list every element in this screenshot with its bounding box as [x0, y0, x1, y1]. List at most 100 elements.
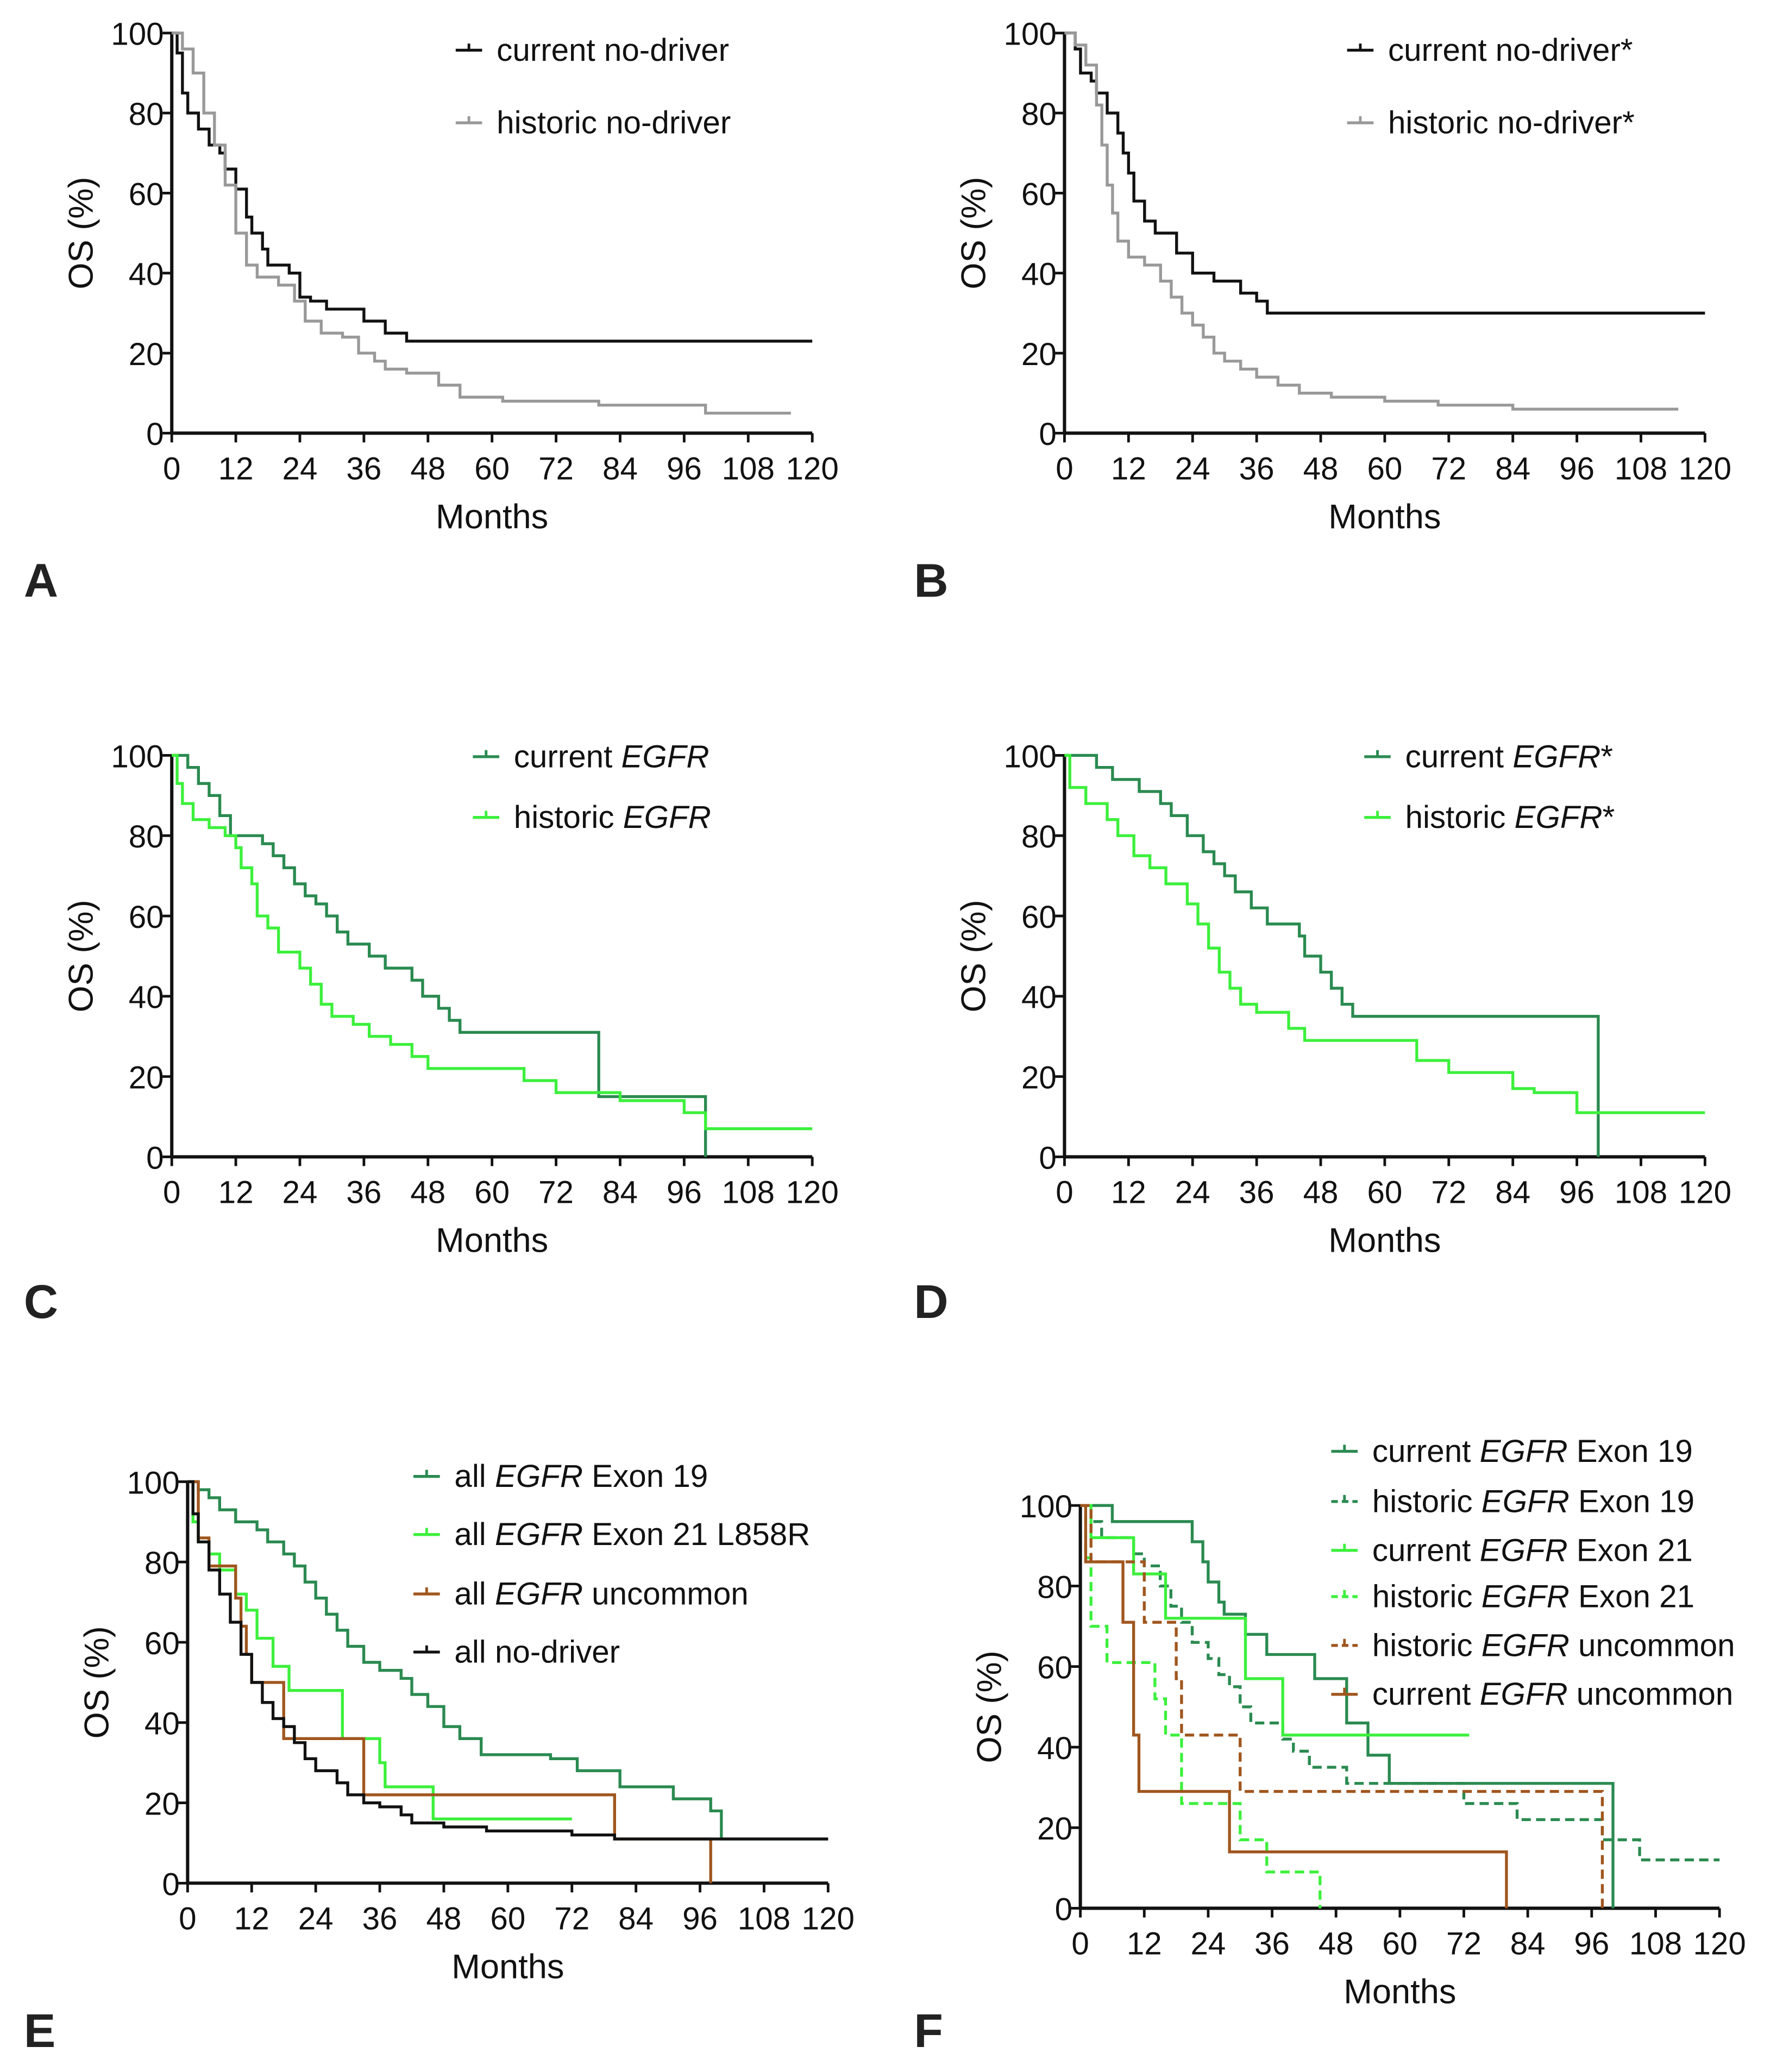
x-tick-label: 84	[602, 1175, 638, 1210]
x-tick-label: 12	[218, 451, 254, 486]
y-tick-label: 100	[127, 1465, 179, 1500]
legend-label: historic EGFR Exon 19	[1372, 1484, 1694, 1519]
survival-curve-all-egfr-exon-19	[187, 1480, 828, 1841]
legend-label-part: current	[1372, 1434, 1480, 1469]
x-tick-label: 36	[346, 1175, 381, 1210]
y-axis-title: OS (%)	[955, 900, 993, 1012]
x-tick-label: 12	[1111, 1175, 1146, 1210]
y-axis-title: OS (%)	[971, 1650, 1009, 1763]
x-tick-label: 96	[667, 451, 702, 486]
y-axis-title: OS (%)	[62, 177, 100, 289]
survival-curve-current-egfr-	[1064, 754, 1600, 1157]
legend-label-part: all	[454, 1517, 495, 1552]
legend-label-part: uncommon	[1569, 1628, 1735, 1663]
legend-label: current EGFR*	[1405, 739, 1613, 774]
legend-label-part: EGFR	[495, 1517, 583, 1552]
x-tick-label: 0	[163, 1175, 180, 1210]
x-tick-label: 36	[1239, 1175, 1275, 1210]
legend-label-part: *	[1600, 739, 1613, 774]
legend-label-part: EGFR	[1512, 739, 1600, 774]
legend-label-part: historic	[1372, 1628, 1481, 1663]
y-axis-title: OS (%)	[62, 900, 100, 1012]
legend-label-part: EGFR	[1480, 1533, 1568, 1568]
y-tick-label: 0	[146, 417, 164, 452]
survival-curve-current-egfr-uncommon	[1080, 1504, 1508, 1908]
x-tick-label: 12	[234, 1901, 269, 1936]
panel-c: 0 12 24 36 48 60 72 84 96 108 120 0 20 40 60 80 100 Month…	[24, 739, 839, 1328]
legend-label-part: EGFR	[623, 800, 711, 835]
y-tick-label: 60	[1021, 177, 1057, 212]
x-tick-label: 48	[1303, 451, 1339, 486]
legend-label-part: EGFR	[495, 1459, 583, 1494]
x-tick-label: 96	[1574, 1926, 1609, 1962]
y-tick-label: 100	[111, 17, 164, 52]
x-tick-label: 108	[1629, 1926, 1682, 1962]
survival-curve-all-no-driver	[187, 1480, 828, 1841]
x-tick-label: 120	[786, 1175, 838, 1210]
y-tick-label: 20	[145, 1786, 180, 1822]
legend-label-part: EGFR	[1515, 800, 1603, 835]
y-tick-label: 80	[129, 819, 164, 855]
survival-curve-historic-egfr	[172, 754, 813, 1131]
x-tick-label: 120	[786, 451, 838, 486]
y-tick-label: 20	[1037, 1811, 1072, 1847]
x-tick-label: 72	[1431, 451, 1466, 486]
x-tick-label: 48	[1303, 1175, 1339, 1210]
panel-label: D	[914, 1275, 948, 1328]
legend-label: current EGFR	[514, 739, 710, 774]
x-axis-title: Months	[1328, 498, 1441, 536]
legend-label: current EGFR Exon 21	[1372, 1533, 1693, 1568]
legend-label-part: EGFR	[1481, 1579, 1569, 1614]
legend-label-part: historic	[1372, 1579, 1481, 1614]
y-tick-label: 40	[1037, 1731, 1072, 1766]
x-tick-label: 108	[722, 1175, 775, 1210]
x-tick-label: 84	[602, 451, 638, 486]
x-tick-label: 120	[1693, 1926, 1746, 1962]
y-tick-label: 80	[129, 97, 164, 132]
x-tick-label: 72	[554, 1901, 589, 1936]
legend-label-part: all	[454, 1576, 495, 1611]
legend-label: all EGFR Exon 21 L858R	[454, 1517, 810, 1552]
panel-label: C	[24, 1275, 58, 1328]
panel-d: 0 12 24 36 48 60 72 84 96 108 120 0 20 40 60 80 100 Month…	[914, 739, 1731, 1328]
x-axis-title: Months	[451, 1948, 564, 1986]
y-tick-label: 100	[1004, 739, 1057, 774]
y-tick-label: 20	[129, 1060, 164, 1096]
x-tick-label: 48	[426, 1901, 461, 1936]
y-tick-label: 40	[1021, 980, 1057, 1015]
x-axis-title: Months	[1343, 1973, 1456, 2011]
y-tick-label: 40	[129, 980, 164, 1015]
x-tick-label: 24	[298, 1901, 334, 1936]
x-tick-label: 120	[1679, 451, 1731, 486]
survival-curve-current-no-driver-	[1064, 32, 1705, 315]
legend-label-part: EGFR	[1480, 1434, 1568, 1469]
y-tick-label: 20	[1021, 337, 1057, 372]
legend-label-part: uncommon	[583, 1576, 749, 1611]
panel-label: E	[24, 2004, 55, 2057]
x-tick-label: 24	[1175, 1175, 1210, 1210]
x-tick-label: 84	[1495, 1175, 1530, 1210]
x-tick-label: 0	[1071, 1926, 1089, 1962]
panel-f: 0 12 24 36 48 60 72 84 96 108 120 0 20 40 60 80 100 Month…	[914, 1434, 1746, 2057]
legend-label: current no-driver	[497, 33, 729, 68]
legend-label: historic EGFR	[514, 800, 711, 835]
legend-label-part: all	[454, 1459, 495, 1494]
panel-label: F	[914, 2004, 943, 2057]
survival-curve-historic-no-driver-	[1064, 32, 1679, 411]
legend-label: historic EGFR*	[1405, 800, 1615, 835]
x-tick-label: 60	[474, 451, 510, 486]
x-tick-label: 60	[1367, 451, 1402, 486]
y-tick-label: 60	[129, 900, 164, 935]
x-tick-label: 60	[474, 1175, 510, 1210]
x-tick-label: 24	[282, 1175, 318, 1210]
legend-label-part: Exon 19	[1568, 1434, 1693, 1469]
x-tick-label: 0	[1056, 451, 1073, 486]
x-tick-label: 48	[410, 1175, 445, 1210]
x-tick-label: 108	[738, 1901, 790, 1936]
panel-a: 0 12 24 36 48 60 72 84 96 108 120 0 20 40 60 80 100 Month…	[24, 17, 839, 607]
y-tick-label: 100	[1004, 17, 1057, 52]
x-tick-label: 96	[1559, 1175, 1594, 1210]
x-tick-label: 36	[1239, 451, 1275, 486]
x-axis-title: Months	[436, 498, 548, 536]
